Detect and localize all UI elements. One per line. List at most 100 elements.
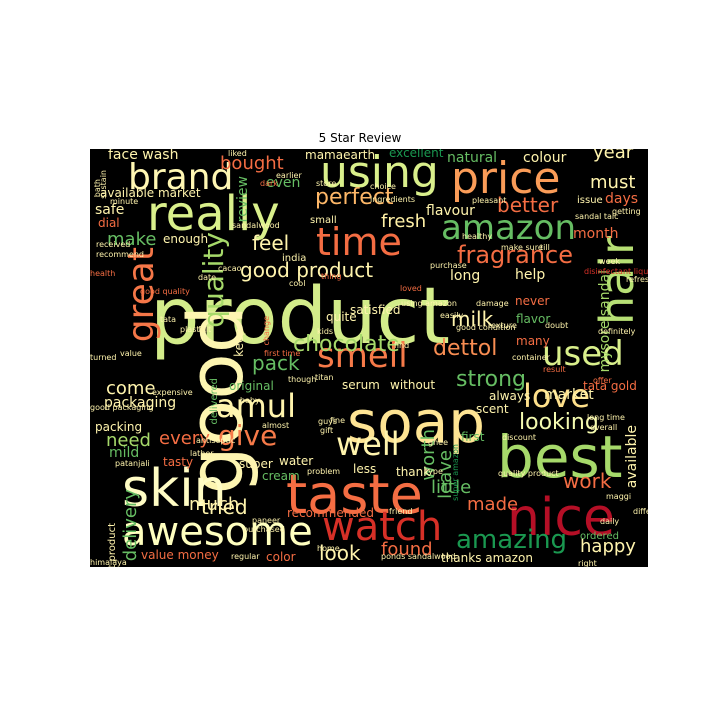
word-cloud-word: mild	[109, 445, 140, 461]
word-cloud-word: ghee	[428, 438, 448, 447]
word-cloud-word: water	[279, 454, 314, 468]
word-cloud-word: issue	[577, 195, 603, 206]
word-cloud-word: difference	[633, 507, 648, 516]
word-cloud-word: week	[599, 257, 621, 266]
word-cloud-word: lather	[190, 449, 214, 458]
word-cloud-word: purchase	[430, 261, 467, 270]
word-cloud-word: fragrance	[457, 241, 574, 269]
word-cloud-word: watch	[322, 504, 443, 550]
word-cloud-word: quite	[326, 310, 357, 324]
word-cloud-word: work	[563, 469, 612, 493]
word-cloud-word: purchased	[243, 525, 285, 534]
word-cloud-word: baby	[240, 396, 260, 405]
word-cloud-word: flavor	[516, 312, 551, 326]
word-cloud-word: type	[425, 467, 443, 476]
word-cloud-word: less	[353, 462, 377, 476]
word-cloud-word: brand	[128, 157, 234, 198]
word-cloud-word: tata	[160, 315, 177, 324]
word-cloud-word: antiseptic	[196, 436, 236, 445]
word-cloud-word: delivered	[209, 378, 220, 425]
word-cloud-word: smell	[317, 336, 408, 376]
word-cloud-word: felt	[198, 325, 212, 334]
word-cloud-word: keep	[232, 328, 246, 357]
word-cloud-word: always	[489, 389, 531, 403]
word-cloud-word: best	[497, 423, 623, 491]
word-cloud-word: easily	[440, 311, 464, 320]
word-cloud-word: found	[381, 539, 433, 560]
word-cloud-word: bought	[220, 153, 284, 174]
word-cloud-word: first	[461, 430, 485, 444]
word-cloud-word: thanks amazon	[441, 551, 533, 565]
word-cloud-word: kids	[317, 327, 334, 336]
word-cloud-word: dark	[260, 179, 278, 188]
word-cloud-word: nice	[507, 488, 615, 548]
word-cloud-word: dial	[98, 216, 120, 230]
word-cloud-word: super	[239, 457, 273, 471]
word-cloud-word: recommended	[287, 506, 374, 520]
word-cloud-word: chocolate	[293, 332, 400, 357]
word-cloud-word: cool	[289, 279, 306, 288]
word-cloud-word: thank	[396, 465, 431, 479]
word-cloud-word: come	[106, 378, 156, 399]
word-cloud-word: first time	[264, 349, 301, 358]
word-cloud-word: good packaging	[90, 403, 154, 412]
word-cloud-word: give	[218, 419, 278, 452]
word-cloud-word: really	[147, 186, 280, 242]
word-cloud-word: find	[394, 341, 410, 350]
word-cloud-word: pack	[252, 351, 300, 375]
word-cloud-word: strong	[456, 367, 527, 392]
word-cloud-word: amazing	[456, 525, 568, 555]
word-cloud-word: home	[317, 544, 340, 553]
word-cloud-word: even	[266, 175, 301, 191]
word-cloud-word: market	[544, 387, 594, 403]
word-cloud: product good soap best taste nice skin hair real…	[90, 149, 648, 567]
word-cloud-word: india	[282, 253, 307, 264]
word-cloud-word: packaging	[104, 395, 177, 411]
word-cloud-word: dettol	[433, 336, 498, 361]
word-cloud-word: ponds sandalwood	[381, 552, 456, 561]
word-cloud-word: feel	[252, 231, 290, 255]
word-cloud-word: bath	[93, 179, 102, 198]
word-cloud-word: change	[262, 316, 271, 346]
word-cloud-word: mysore sandal	[597, 270, 613, 373]
word-cloud-word: tata gold	[583, 379, 637, 393]
word-cloud-word: product	[150, 272, 451, 362]
word-cloud-word: good quality	[140, 287, 190, 296]
word-cloud-word: healthy	[462, 232, 493, 241]
word-cloud-word: love	[523, 377, 591, 415]
word-cloud-word: plastic	[180, 325, 207, 334]
word-cloud-word: sandal talc	[575, 212, 619, 221]
word-cloud-word: offer	[593, 376, 612, 385]
word-cloud-word: much	[189, 494, 240, 515]
word-cloud-word: mamaearth	[305, 149, 376, 162]
word-cloud-word: fresh	[381, 211, 427, 232]
word-cloud-word: value money	[141, 548, 219, 562]
word-cloud-word: right	[578, 559, 597, 568]
word-cloud-word: flavour	[426, 203, 475, 219]
word-cloud-word: days	[605, 191, 639, 207]
word-cloud-word: must	[590, 172, 636, 193]
word-cloud-word: damage	[476, 299, 509, 308]
word-cloud-word: definitely	[598, 327, 636, 336]
word-cloud-word: colour	[523, 150, 567, 166]
word-cloud-word: problem	[307, 467, 341, 476]
word-cloud-word: getting	[612, 207, 641, 216]
word-cloud-word: year	[593, 149, 634, 163]
word-cloud-word: month	[573, 226, 619, 242]
word-cloud-word: delivery	[120, 489, 141, 562]
word-cloud-word: refreshing	[626, 275, 648, 284]
word-cloud-word: date	[198, 273, 217, 282]
word-cloud-word: available	[624, 425, 640, 489]
word-cloud-word: sandalwood	[232, 221, 280, 230]
word-cloud-word: daily	[600, 517, 620, 526]
word-cloud-word: good product	[240, 258, 374, 282]
word-cloud-word: gift	[320, 426, 334, 435]
word-cloud-word: better	[497, 193, 559, 217]
word-cloud-word: cream	[262, 469, 300, 483]
word-cloud-word: regular	[231, 552, 260, 561]
word-cloud-word: make sure	[501, 243, 543, 252]
word-cloud-word: tasty	[163, 455, 194, 469]
word-cloud-word: help	[515, 267, 546, 283]
word-cloud-word: quality product	[498, 469, 559, 478]
word-cloud-word: store	[316, 179, 337, 188]
